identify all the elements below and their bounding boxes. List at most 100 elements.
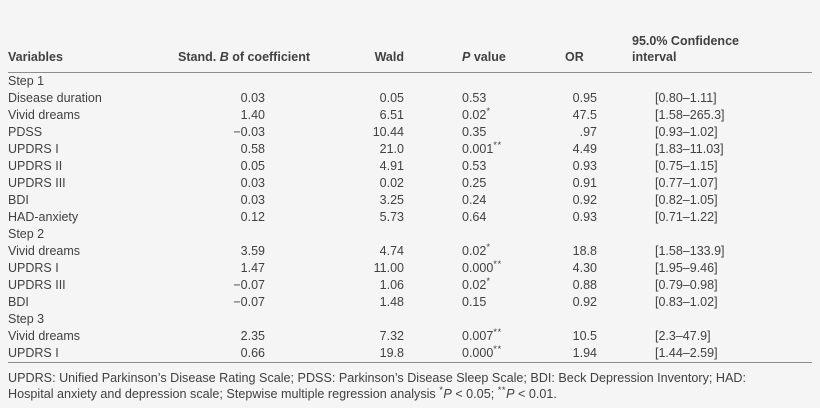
table-row: UPDRS I 1.47 11.00 0.000** 4.30 [1.95–9.46] [8, 260, 812, 277]
cell-confidence-interval: [0.80–1.11] [655, 91, 717, 105]
significance-asterisk: ** [493, 343, 502, 355]
table-row: UPDRS II 0.05 4.91 0.53 0.93 [0.75–1.15] [8, 158, 812, 175]
cell-confidence-interval: [0.83–1.02] [655, 295, 718, 309]
cell-stand-b: 0.12 [240, 210, 265, 224]
table-footnote: UPDRS: Unified Parkinson’s Disease Ratin… [8, 370, 812, 402]
cell-wald: 11.00 [373, 261, 404, 275]
cell-p-value: 0.02* [462, 105, 491, 122]
cell-variable: BDI [8, 193, 29, 207]
cell-variable: Vivid dreams [8, 108, 81, 122]
table-row: Vivid dreams 3.59 4.74 0.02* 18.8 [1.58–133.9… [8, 243, 812, 260]
table-row: BDI 0.03 3.25 0.24 0.92 [0.82–1.05] [8, 192, 812, 209]
cell-stand-b: −0.07 [233, 295, 265, 309]
cell-wald: 10.44 [372, 125, 404, 139]
footer-rule [8, 362, 812, 363]
table-body: Step 1 Disease duration 0.03 0.05 0.53 0.95 [0… [8, 73, 812, 362]
cell-or: 0.92 [572, 193, 597, 207]
cell-variable: Vivid dreams [8, 329, 81, 343]
cell-or: 47.5 [572, 108, 597, 122]
table-row: BDI −0.07 1.48 0.15 0.92 [0.83–1.02] [8, 294, 812, 311]
cell-or: 0.92 [572, 295, 597, 309]
section-label: Step 2 [8, 227, 45, 241]
cell-or: 0.93 [572, 210, 597, 224]
significance-asterisk: ** [493, 139, 502, 151]
cell-p-value: 0.64 [462, 210, 487, 224]
cell-stand-b: −0.03 [233, 125, 265, 139]
cell-p-value: 0.000** [462, 343, 502, 360]
cell-confidence-interval: [1.58–265.3] [655, 108, 725, 122]
cell-wald: 19.8 [379, 346, 404, 360]
cell-wald: 6.51 [379, 108, 404, 122]
cell-confidence-interval: [0.79–0.98] [655, 278, 718, 292]
cell-p-value: 0.53 [462, 91, 487, 105]
significance-asterisk: * [486, 105, 491, 117]
cell-p-value: 0.15 [462, 295, 487, 309]
p-symbol: P [462, 50, 471, 64]
cell-p-value: 0.000** [462, 258, 502, 275]
table-header-row: Variables Stand. B of coefficient Wald P… [8, 0, 812, 72]
cell-wald: 1.06 [379, 278, 404, 292]
column-header-confidence-interval: 95.0% Confidence interval [600, 33, 812, 65]
stand-b-suffix: of coefficient [228, 50, 310, 64]
significance-double-asterisk: ** [497, 384, 507, 396]
cell-wald: 21.0 [379, 142, 404, 156]
section-label: Step 1 [8, 74, 45, 88]
p-value-suffix: value [470, 50, 506, 64]
section-label: Step 3 [8, 312, 45, 326]
significance-asterisk: * [439, 384, 444, 396]
cell-variable: HAD-anxiety [8, 210, 79, 224]
cell-wald: 5.73 [379, 210, 404, 224]
cell-confidence-interval: [0.93–1.02] [655, 125, 718, 139]
stand-b-prefix: Stand. [178, 50, 220, 64]
column-header-wald: Wald [374, 50, 404, 64]
cell-variable: UPDRS I [8, 261, 59, 275]
significance-asterisk: ** [493, 258, 502, 270]
cell-confidence-interval: [0.77–1.07] [655, 176, 718, 190]
cell-stand-b: 1.40 [240, 108, 265, 122]
cell-confidence-interval: [1.95–9.46] [655, 261, 718, 275]
cell-or: 4.49 [572, 142, 597, 156]
section-row: Step 1 [8, 73, 812, 90]
cell-p-value: 0.001** [462, 139, 502, 156]
cell-variable: UPDRS II [8, 159, 63, 173]
header-rule [8, 72, 812, 73]
cell-wald: 4.74 [379, 244, 404, 258]
significance-asterisk: ** [493, 326, 502, 338]
cell-variable: UPDRS I [8, 142, 59, 156]
cell-variable: PDSS [8, 125, 43, 139]
stand-b-symbol: B [219, 50, 229, 64]
cell-stand-b: 0.66 [240, 346, 265, 360]
cell-p-value: 0.25 [462, 176, 487, 190]
cell-or: 0.88 [572, 278, 597, 292]
cell-p-value: 0.35 [462, 125, 487, 139]
cell-or: 0.91 [572, 176, 597, 190]
cell-stand-b: 0.03 [240, 176, 265, 190]
cell-confidence-interval: [1.83–11.03] [655, 142, 724, 156]
footnote-line2: Hospital anxiety and depression scale; S… [8, 386, 812, 402]
sig1-threshold: < 0.05; [451, 387, 498, 401]
table-row: Vivid dreams 2.35 7.32 0.007** 10.5 [2.3–47.9… [8, 328, 812, 345]
cell-stand-b: 2.35 [240, 329, 265, 343]
cell-wald: 0.02 [379, 176, 404, 190]
ci-header-line2: interval [632, 50, 677, 64]
cell-variable: UPDRS III [8, 278, 66, 292]
cell-stand-b: 0.58 [240, 142, 265, 156]
table-row: Vivid dreams 1.40 6.51 0.02* 47.5 [1.58–265.3… [8, 107, 812, 124]
table-row: HAD-anxiety 0.12 5.73 0.64 0.93 [0.71–1.22] [8, 209, 812, 226]
cell-wald: 1.48 [379, 295, 404, 309]
cell-or: 18.8 [572, 244, 597, 258]
cell-or: 10.5 [572, 329, 597, 343]
cell-wald: 3.25 [379, 193, 404, 207]
ci-header-line1: 95.0% Confidence [632, 34, 739, 48]
cell-or: 0.93 [572, 159, 597, 173]
cell-p-value: 0.02* [462, 241, 491, 258]
footnote-line2-text: Hospital anxiety and depression scale; S… [8, 387, 440, 401]
cell-or: 0.95 [572, 91, 597, 105]
cell-wald: 4.91 [379, 159, 404, 173]
column-header-variables: Variables [8, 50, 63, 64]
column-header-or: OR [565, 50, 584, 64]
column-header-p-value: P value [404, 49, 560, 65]
cell-confidence-interval: [0.82–1.05] [655, 193, 718, 207]
table-row: UPDRS III 0.03 0.02 0.25 0.91 [0.77–1.07] [8, 175, 812, 192]
